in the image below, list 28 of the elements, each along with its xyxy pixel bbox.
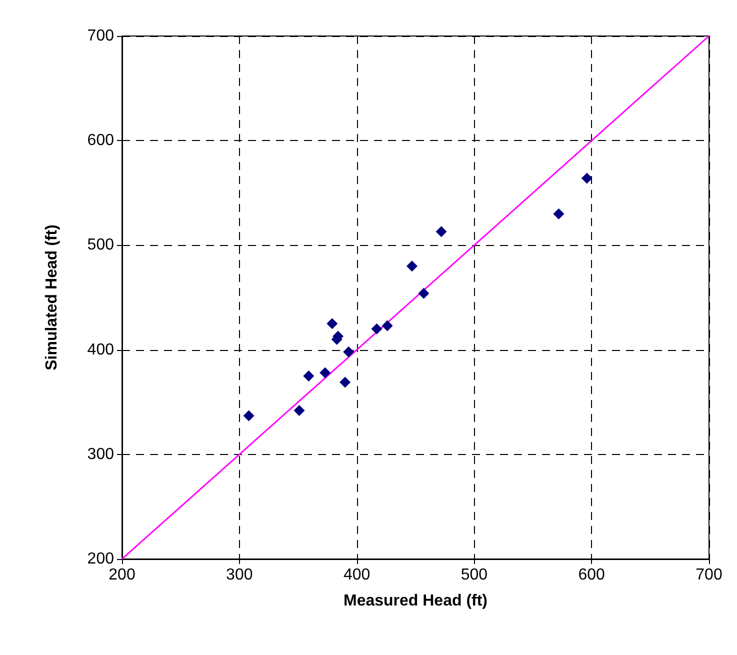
x-tick-label: 600 xyxy=(578,566,606,584)
point xyxy=(581,172,592,184)
x-tick-label: 400 xyxy=(343,566,370,584)
point xyxy=(303,370,314,382)
y-tick-label: 500 xyxy=(87,236,114,254)
point xyxy=(406,260,418,272)
x-tick-label: 300 xyxy=(226,566,253,584)
point xyxy=(294,404,305,416)
point xyxy=(553,208,564,220)
point xyxy=(418,288,430,299)
point xyxy=(382,320,393,332)
point xyxy=(343,346,354,358)
y-tick-label: 200 xyxy=(87,550,114,568)
x-tick-label: 500 xyxy=(460,566,488,584)
point xyxy=(326,318,338,330)
point xyxy=(436,226,447,238)
x-axis-title: Measured Head (ft) xyxy=(343,592,488,610)
y-tick-label: 400 xyxy=(87,341,114,358)
y-tick-label: 700 xyxy=(87,28,114,44)
y-axis-title: Simulated Head (ft) xyxy=(44,224,60,370)
x-tick-label: 200 xyxy=(108,566,136,584)
point xyxy=(320,367,331,378)
point xyxy=(371,323,382,334)
y-tick-label: 300 xyxy=(87,446,114,463)
point xyxy=(243,410,254,422)
y-tick-label: 600 xyxy=(87,132,114,150)
x-tick-label: 700 xyxy=(696,566,722,584)
point xyxy=(340,376,351,388)
